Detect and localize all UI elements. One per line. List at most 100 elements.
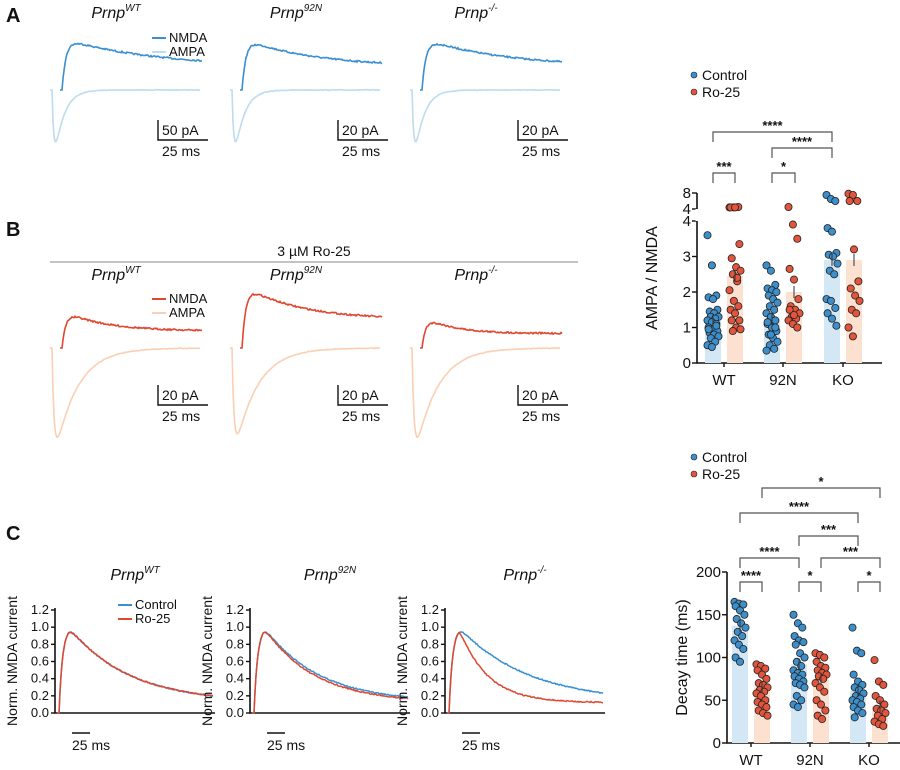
- data-point: [832, 321, 841, 330]
- significance-label: ****: [762, 118, 783, 133]
- y-tick-label: 0.6: [226, 654, 244, 669]
- legend-marker: [690, 470, 698, 478]
- data-point: [797, 696, 806, 705]
- genotype-title: Prnp-/-: [454, 265, 498, 284]
- genotype-title: Prnp92N: [270, 3, 323, 22]
- ampa-trace: [410, 88, 561, 143]
- data-point: [761, 664, 770, 673]
- data-point: [879, 680, 888, 689]
- significance-label: *: [866, 568, 872, 583]
- data-point: [790, 311, 799, 320]
- data-point: [845, 196, 854, 205]
- y-tick-label: 0.6: [31, 654, 49, 669]
- data-point: [852, 309, 861, 318]
- ro25-trace: [447, 631, 604, 714]
- data-point: [785, 305, 794, 314]
- data-point: [844, 323, 853, 332]
- significance-bracket: [712, 172, 736, 183]
- data-point: [712, 321, 721, 330]
- data-point: [734, 302, 743, 311]
- y-tick-label: 0.4: [421, 671, 439, 686]
- significance-label: ****: [759, 544, 780, 559]
- significance-bracket: [739, 581, 763, 592]
- scale-bar: [337, 385, 388, 406]
- y-axis: [249, 608, 410, 714]
- data-point: [831, 196, 840, 205]
- y-tick-label: 1.0: [226, 619, 244, 634]
- data-point: [799, 638, 808, 647]
- scale-x-label: 25 ms: [342, 143, 380, 159]
- y-tick-label: 0.6: [421, 654, 439, 669]
- y-tick-label: 0.2: [226, 688, 244, 703]
- data-point: [858, 709, 867, 718]
- data-point: [789, 610, 798, 619]
- significance-bracket: [739, 512, 859, 523]
- data-point: [849, 670, 858, 679]
- control-trace: [252, 631, 408, 714]
- data-point: [766, 266, 775, 275]
- significance-bracket: [857, 581, 881, 592]
- data-point: [772, 287, 781, 296]
- legend-label: AMPA: [169, 44, 205, 59]
- y-tick-label: 1.2: [421, 602, 439, 617]
- legend-marker: [690, 88, 698, 96]
- ampa-trace: [230, 347, 380, 435]
- y-tick-label: 200: [696, 564, 721, 581]
- y-tick-label: 8: [683, 185, 691, 202]
- data-point: [823, 309, 832, 318]
- data-point: [848, 332, 857, 341]
- y-tick-label: 4: [683, 201, 691, 218]
- y-tick-label: 0.0: [226, 705, 244, 720]
- data-point: [703, 231, 712, 240]
- y-tick-label: 100: [696, 650, 721, 667]
- data-point: [821, 706, 830, 715]
- legend-marker: [690, 71, 698, 79]
- data-point: [800, 683, 809, 692]
- data-point: [857, 649, 866, 658]
- legend-label: NMDA: [169, 30, 208, 45]
- significance-bracket: [771, 172, 796, 183]
- significance-bracket: [820, 557, 881, 568]
- y-tick-label: 3: [683, 249, 691, 266]
- significance-label: ****: [741, 568, 762, 583]
- x-tick-label: 92N: [796, 752, 824, 769]
- title-base: Prnp: [110, 567, 144, 584]
- title-superscript: WT: [125, 265, 141, 276]
- data-point: [770, 344, 779, 353]
- y-tick-label: 1.0: [421, 619, 439, 634]
- data-point: [790, 275, 799, 284]
- data-point: [820, 687, 829, 696]
- genotype-title: Prnp-/-: [503, 565, 547, 584]
- data-point: [773, 298, 782, 307]
- data-point: [784, 202, 793, 211]
- significance-bracket: [761, 487, 881, 498]
- y-tick-label: 1.2: [226, 602, 244, 617]
- data-point: [762, 346, 771, 355]
- significance-label: ****: [792, 134, 813, 149]
- data-point: [833, 259, 842, 268]
- control-trace: [57, 630, 214, 714]
- title-superscript: 92N: [304, 3, 323, 14]
- y-tick-label: 0: [713, 735, 721, 752]
- data-point: [846, 284, 855, 293]
- data-point: [728, 327, 737, 336]
- data-point: [707, 343, 716, 352]
- scale-bar: [517, 120, 568, 141]
- scale-x-label: 25 ms: [162, 143, 200, 159]
- title-base: Prnp: [503, 567, 537, 584]
- data-point: [881, 709, 890, 718]
- data-point: [771, 323, 780, 332]
- y-axis-label: AMPA / NMDA: [644, 226, 661, 330]
- ampa-trace: [410, 347, 561, 439]
- data-point: [830, 270, 839, 279]
- nmda-trace: [420, 42, 563, 91]
- y-tick-label: 1.2: [31, 602, 49, 617]
- scale-bar: [517, 385, 568, 406]
- data-point: [870, 656, 879, 665]
- data-point: [731, 203, 740, 212]
- data-point: [740, 610, 749, 619]
- data-point: [738, 632, 747, 641]
- significance-label: *: [807, 568, 813, 583]
- y-tick-label: 1.0: [31, 619, 49, 634]
